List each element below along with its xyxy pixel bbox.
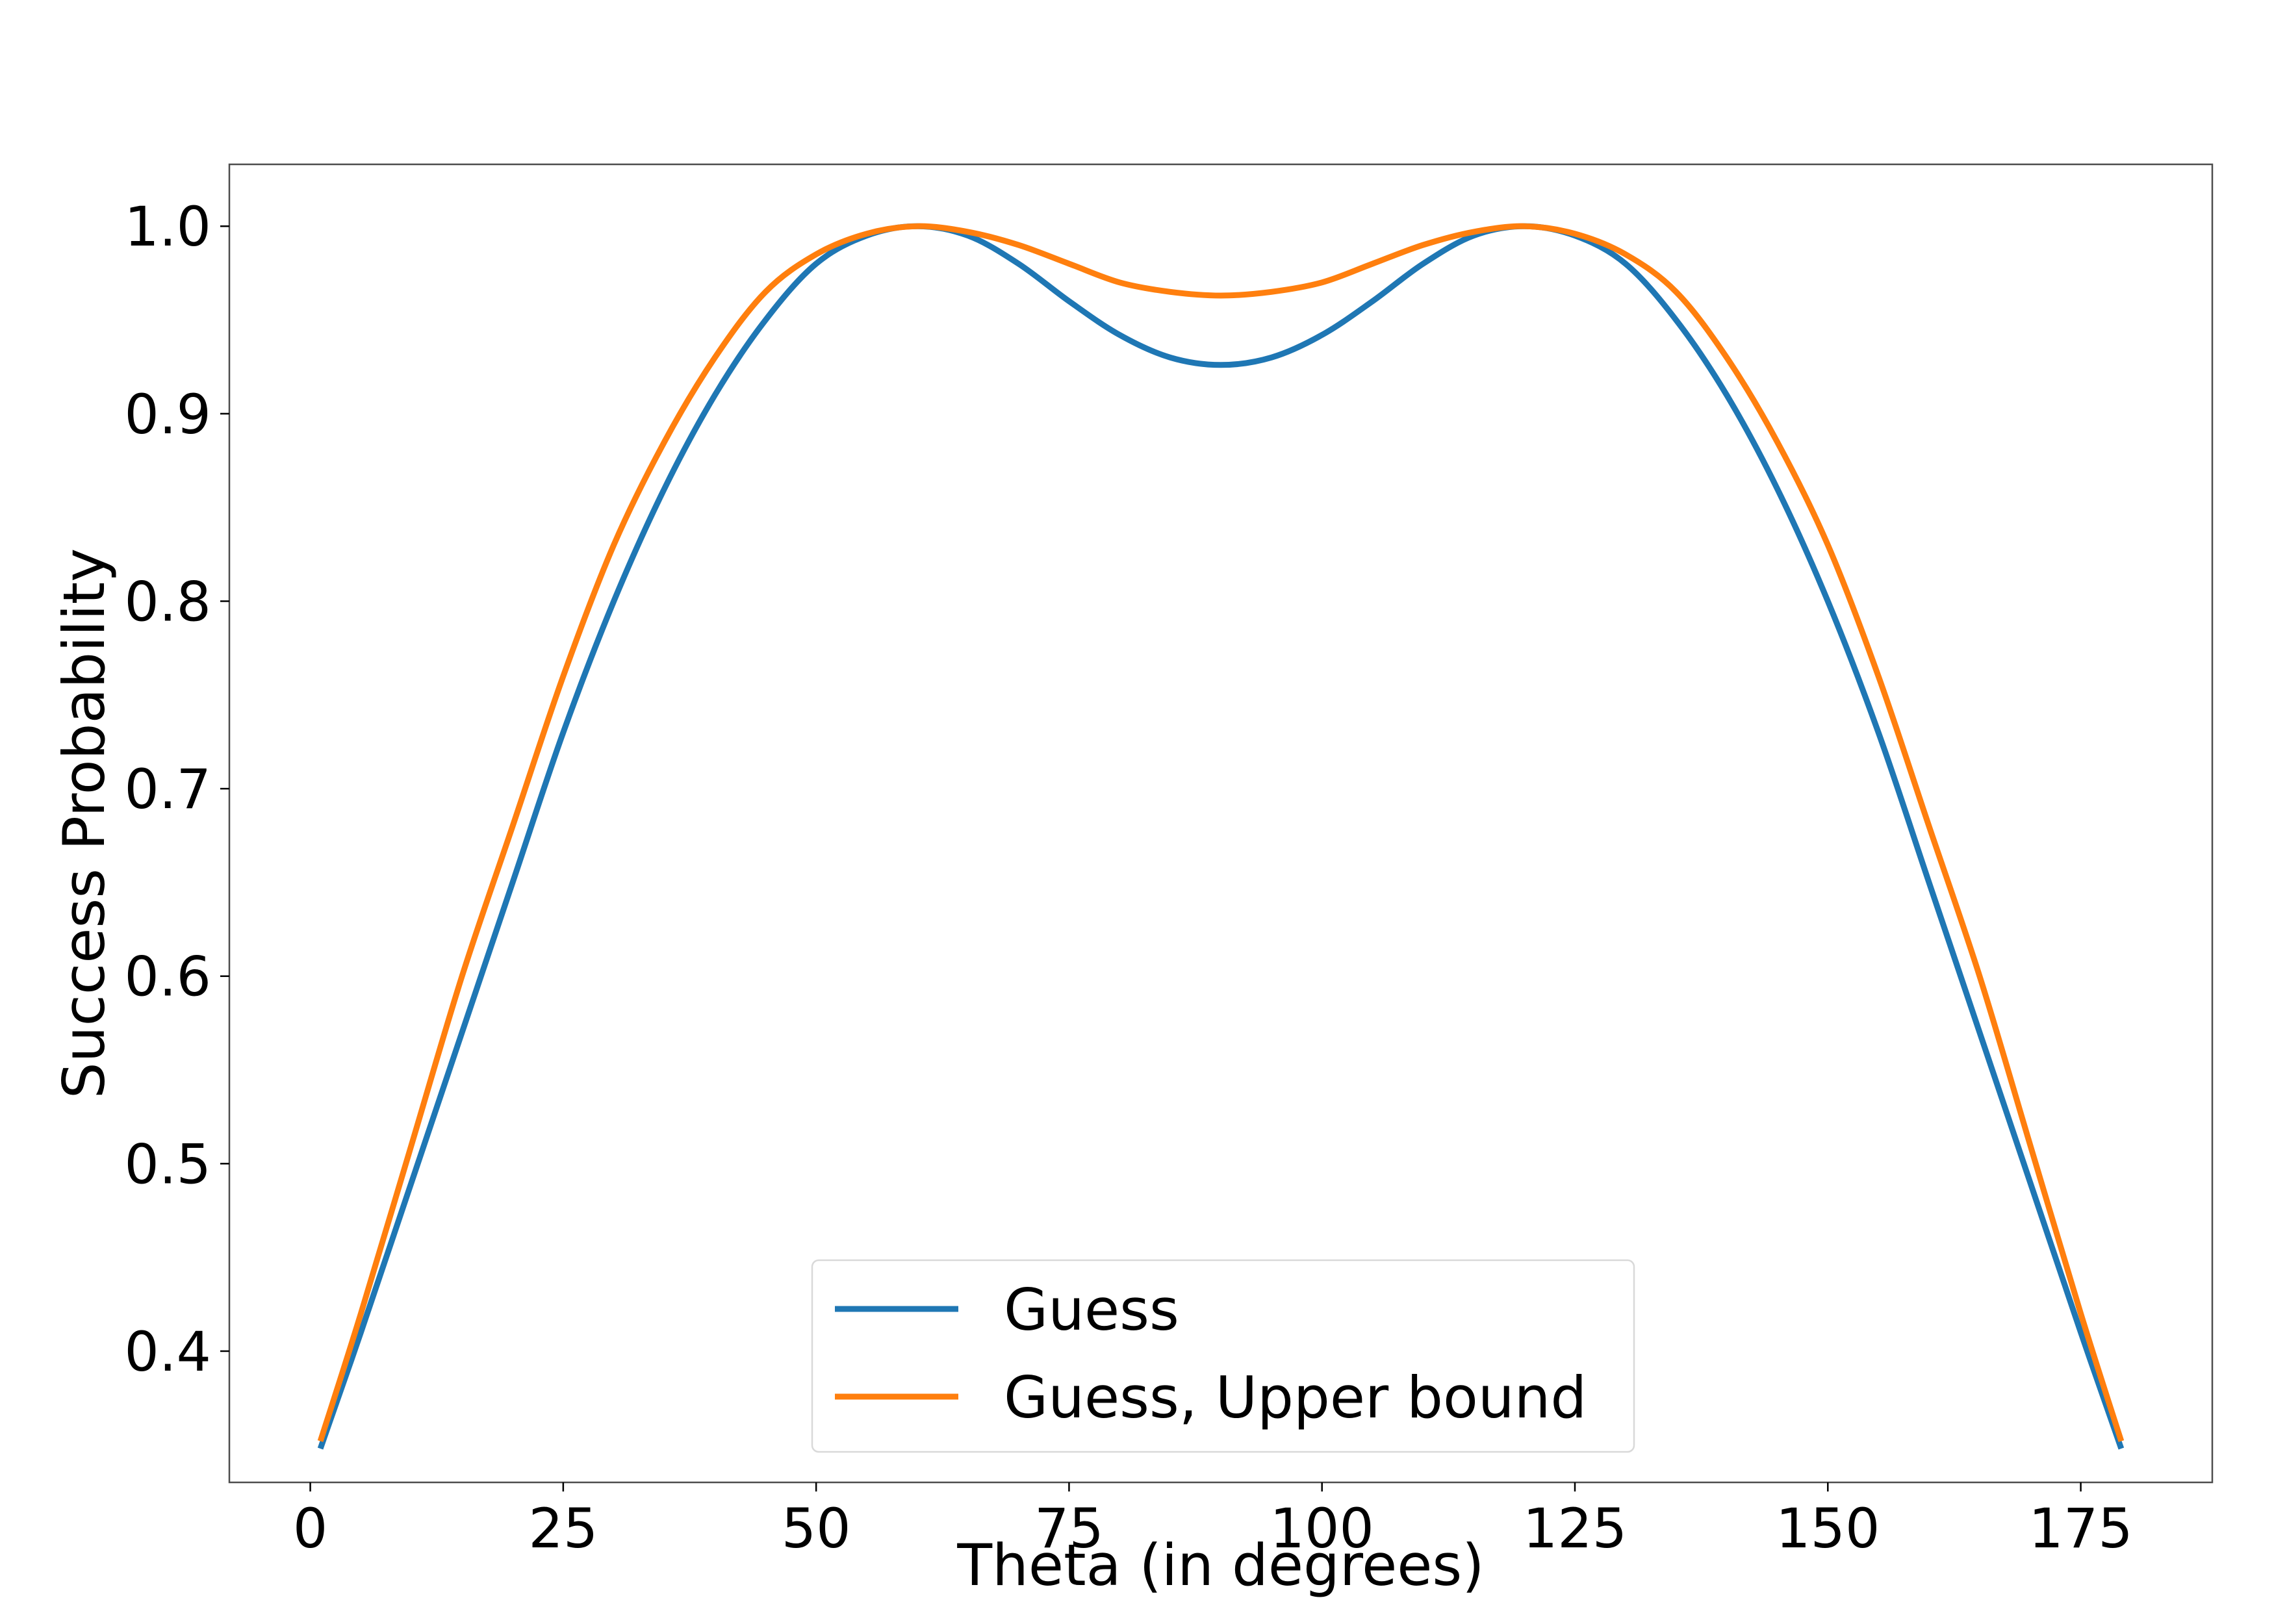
x-tick-label: 75 [1034,1497,1104,1560]
legend-box [811,1259,1635,1453]
x-tick-label: 25 [528,1497,598,1560]
legend-label: Guess, Upper bound [1004,1364,1587,1431]
y-tick-label: 1.0 [124,195,211,259]
y-tick-label: 0.6 [124,945,211,1009]
y-axis-ticks: 0.4 0.5 0.6 0.7 0.8 0.9 1.0 [124,195,229,1384]
x-axis-label: Theta (in degrees) [956,1532,1484,1599]
x-tick-label: 125 [1523,1497,1627,1560]
x-axis-ticks: 0 25 50 75 100 125 150 175 [293,1482,2133,1560]
x-tick-label: 100 [1270,1497,1374,1560]
axes-frame [228,163,2214,1484]
series-line-1 [317,223,2125,1450]
x-tick-label: 175 [2028,1497,2132,1560]
series-line-2 [317,223,2125,1442]
legend-label: Guess [1004,1276,1179,1343]
y-tick-label: 0.8 [124,570,211,633]
legend: Guess Guess, Upper bound [811,1259,1635,1453]
y-tick-label: 0.9 [124,383,211,446]
y-axis-label: Success Probability [51,548,118,1098]
x-tick-label: 0 [293,1497,327,1560]
y-tick-label: 0.4 [124,1320,211,1384]
x-tick-label: 150 [1776,1497,1880,1560]
plot-area [317,223,2125,1450]
y-tick-label: 0.7 [124,757,211,821]
y-tick-label: 0.5 [124,1132,211,1196]
x-tick-label: 50 [782,1497,851,1560]
